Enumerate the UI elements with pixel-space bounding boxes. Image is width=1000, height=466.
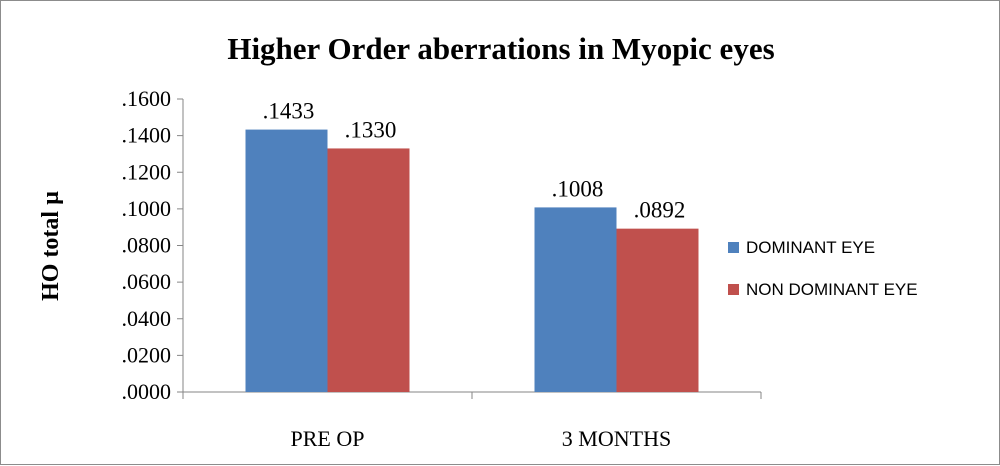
plot-area: .0000 .0200 .0400 .0600 .0800 .1000 .1200 .1400… bbox=[122, 86, 762, 451]
x-tick-label: 3 MONTHS bbox=[562, 426, 671, 451]
y-tick-label: .0200 bbox=[122, 342, 172, 367]
y-tick-label: .1000 bbox=[122, 196, 172, 221]
legend-swatch bbox=[728, 284, 739, 295]
x-tick-label: PRE OP bbox=[291, 426, 365, 451]
data-label: .0892 bbox=[634, 198, 686, 223]
data-label: .1330 bbox=[345, 117, 397, 142]
y-tick-label: .0600 bbox=[122, 269, 172, 294]
data-label: .1433 bbox=[263, 99, 315, 124]
chart-title: Higher Order aberrations in Myopic eyes bbox=[227, 31, 774, 66]
y-tick-label: .1600 bbox=[122, 86, 172, 111]
legend: DOMINANT EYE NON DOMINANT EYE bbox=[728, 238, 918, 299]
y-tick-label: .1200 bbox=[122, 159, 172, 184]
bar bbox=[535, 207, 617, 392]
legend-swatch bbox=[728, 242, 739, 253]
y-tick-label: .1400 bbox=[122, 123, 172, 148]
bar bbox=[328, 148, 410, 392]
y-tick-label: .0000 bbox=[122, 379, 172, 404]
y-tick-label: .0400 bbox=[122, 306, 172, 331]
bar bbox=[246, 130, 328, 392]
data-label: .1008 bbox=[552, 176, 604, 201]
y-axis-label: HO total µ bbox=[38, 191, 64, 301]
legend-label: NON DOMINANT EYE bbox=[746, 280, 918, 299]
legend-label: DOMINANT EYE bbox=[746, 238, 875, 257]
bar bbox=[617, 229, 699, 392]
y-tick-label: .0800 bbox=[122, 233, 172, 258]
